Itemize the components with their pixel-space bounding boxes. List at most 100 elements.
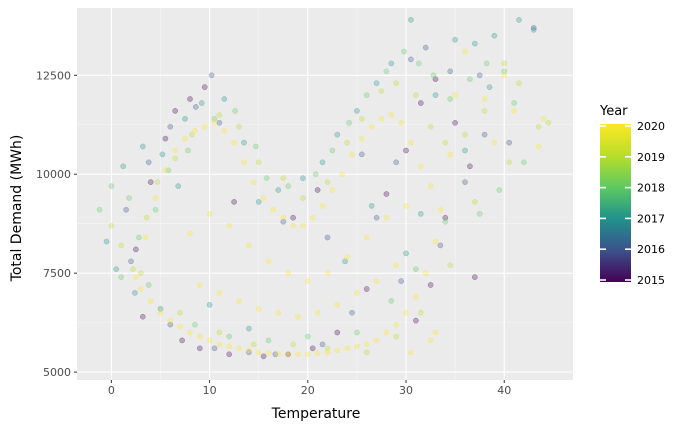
data-point [349, 151, 355, 158]
legend-tick-label: 2018 [637, 182, 665, 195]
data-point [136, 234, 142, 241]
data-point [491, 32, 498, 39]
data-point [334, 301, 341, 308]
data-point [378, 115, 385, 122]
data-point [255, 159, 262, 166]
data-point [280, 214, 287, 221]
data-point [236, 345, 242, 352]
data-point [363, 349, 370, 356]
data-point [358, 135, 365, 142]
data-point [358, 115, 365, 122]
y-tick-label: 5000 [43, 366, 71, 379]
data-point [467, 76, 473, 83]
data-point [246, 349, 252, 356]
data-point [270, 206, 277, 213]
data-point [427, 123, 434, 130]
data-point [314, 187, 321, 193]
data-point [236, 123, 242, 130]
data-point [471, 274, 478, 280]
data-point [442, 139, 449, 146]
data-point [408, 17, 414, 23]
data-point [481, 96, 488, 102]
data-point [511, 108, 517, 114]
data-point [430, 72, 437, 79]
y-tick-label: 12500 [36, 69, 71, 82]
data-point [133, 274, 139, 280]
x-tick-label: 0 [108, 384, 115, 397]
data-point [403, 147, 409, 154]
data-point [462, 48, 468, 55]
data-point [319, 159, 326, 166]
data-point [516, 80, 522, 87]
data-point [285, 270, 292, 276]
data-point [447, 262, 454, 269]
data-point [108, 183, 115, 189]
data-point [401, 48, 407, 55]
data-point [192, 104, 199, 110]
y-axis-title: Total Demand (MWh) [9, 135, 25, 283]
data-point [172, 155, 179, 162]
data-point [275, 187, 282, 193]
data-point [216, 290, 223, 296]
data-point [447, 96, 454, 102]
data-point [157, 309, 164, 316]
data-point [139, 313, 146, 320]
data-point [467, 163, 473, 170]
data-point [196, 282, 203, 288]
data-point [462, 131, 468, 138]
data-point [388, 60, 395, 67]
data-point [295, 351, 301, 358]
data-point [471, 199, 478, 205]
data-point [120, 163, 127, 170]
data-point [147, 298, 154, 304]
data-point [344, 139, 350, 146]
data-point [304, 333, 311, 340]
data-point [324, 349, 331, 356]
legend-tick-label: 2015 [637, 274, 665, 287]
data-point [241, 139, 247, 146]
data-point [442, 218, 449, 225]
data-point [535, 123, 542, 130]
data-point [368, 203, 375, 209]
data-point [506, 139, 513, 146]
data-point [179, 337, 185, 344]
data-point [290, 222, 296, 229]
data-point [393, 333, 400, 340]
data-point [358, 151, 365, 158]
data-point [108, 222, 115, 229]
data-point [147, 179, 154, 185]
data-point [447, 151, 454, 158]
data-point [417, 210, 424, 217]
data-point [201, 123, 208, 130]
data-point [486, 84, 493, 90]
data-point [137, 270, 144, 276]
data-point [437, 242, 444, 249]
data-point [398, 119, 404, 126]
data-point [246, 325, 252, 332]
data-point [272, 351, 279, 358]
data-point [324, 345, 331, 352]
y-tick-label: 10000 [36, 168, 71, 181]
data-point [393, 159, 400, 166]
data-point [187, 329, 193, 336]
data-point [346, 119, 352, 126]
data-point [221, 96, 228, 102]
data-point [285, 183, 292, 189]
data-point [290, 214, 296, 221]
data-point [383, 329, 390, 336]
data-point [165, 167, 172, 174]
data-point [363, 286, 370, 292]
colorbar [600, 124, 631, 282]
data-point [427, 282, 434, 288]
data-point [167, 321, 174, 328]
data-point [408, 139, 414, 146]
data-point [96, 206, 103, 213]
data-point [236, 298, 242, 304]
grid-minor [77, 8, 573, 380]
data-point [432, 238, 439, 245]
data-point [368, 123, 375, 130]
data-point [413, 294, 419, 300]
data-point [167, 123, 174, 130]
data-point [143, 214, 150, 221]
data-point [388, 112, 395, 118]
